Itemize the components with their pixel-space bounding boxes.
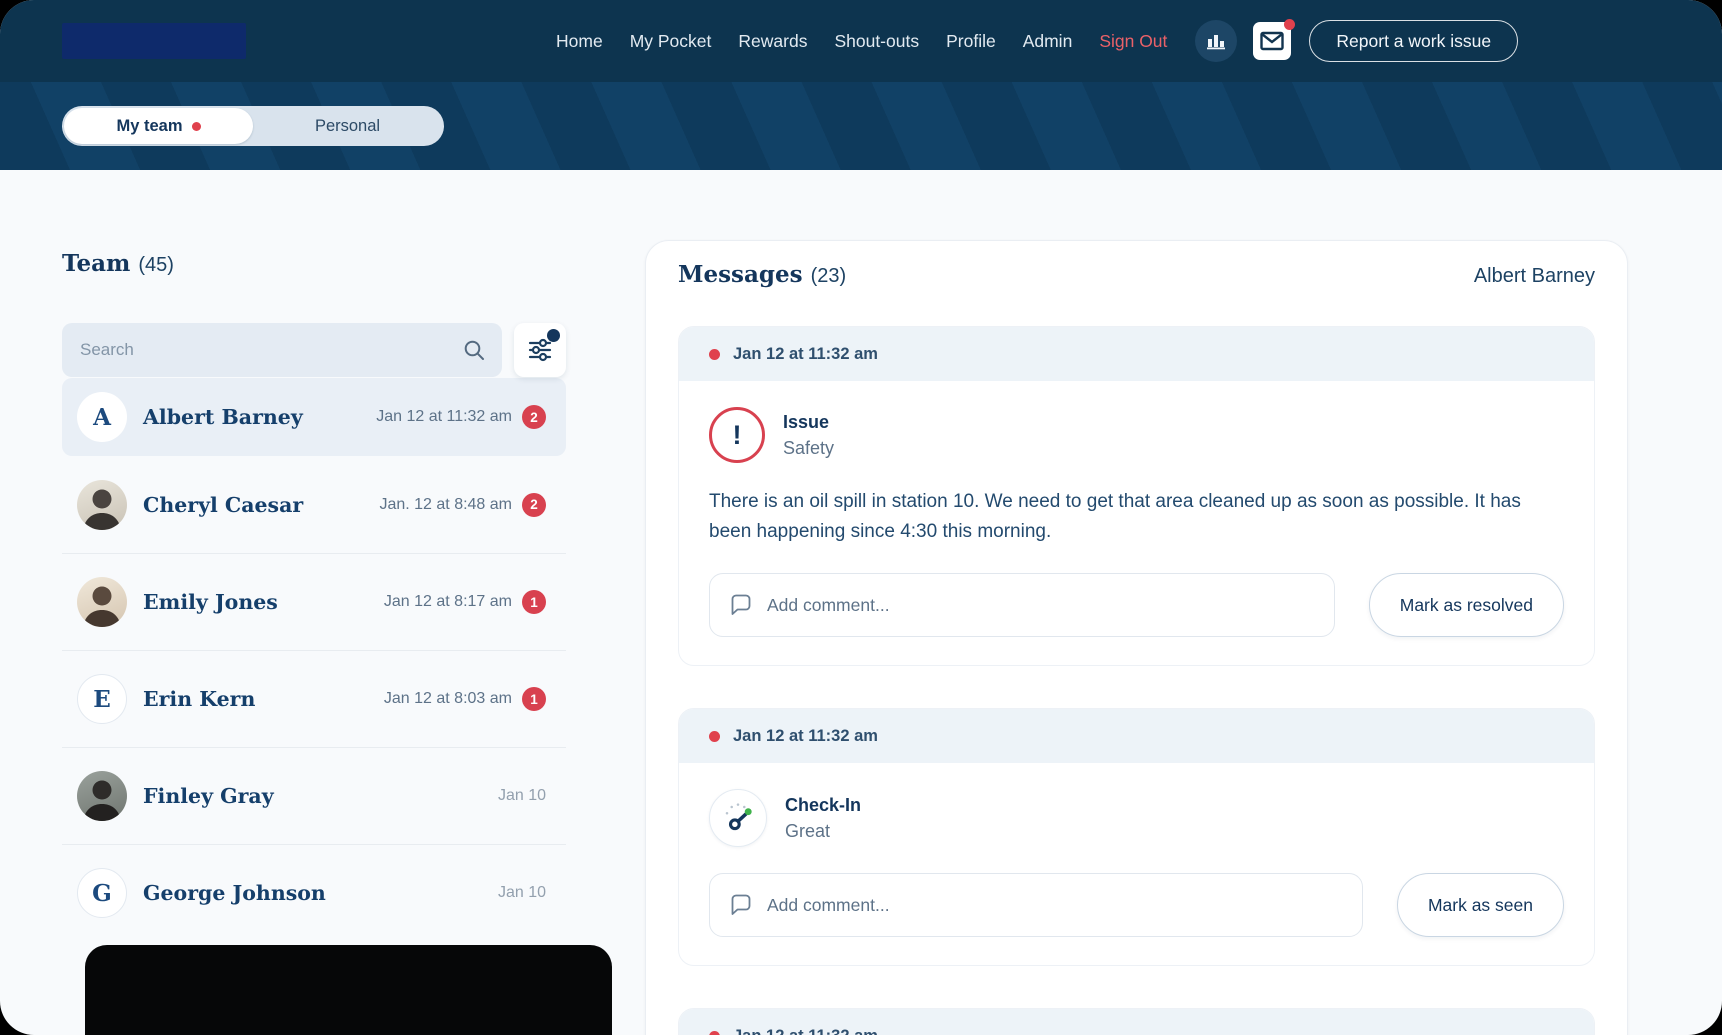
team-member-list: A Albert Barney Jan 12 at 11:32 am 2 Che… <box>62 378 566 941</box>
member-name: Finley Gray <box>143 784 274 808</box>
inbox-button[interactable] <box>1253 19 1296 60</box>
nav-admin[interactable]: Admin <box>1022 30 1073 51</box>
team-member-row-george[interactable]: G George Johnson Jan 10 <box>62 844 566 941</box>
message-timestamp-strip: Jan 12 at 11:32 am <box>679 709 1594 764</box>
search-icon <box>462 338 486 362</box>
comment-input-checkin[interactable] <box>767 894 1344 916</box>
filter-sliders-icon <box>527 337 553 363</box>
unread-count-badge: 1 <box>522 590 546 614</box>
mail-icon <box>1260 31 1285 51</box>
member-last-message-date: Jan 12 at 8:03 am <box>383 690 512 707</box>
team-member-row-albert[interactable]: A Albert Barney Jan 12 at 11:32 am 2 <box>62 378 566 456</box>
team-count: (45) <box>138 254 174 276</box>
member-name: Erin Kern <box>143 687 256 711</box>
team-title-label: Team <box>62 250 131 277</box>
tab-personal[interactable]: Personal <box>253 108 442 144</box>
avatar-photo <box>77 479 127 530</box>
team-search-row <box>62 323 566 377</box>
avatar-initial: E <box>77 674 127 724</box>
search-input[interactable] <box>80 340 462 360</box>
member-name: George Johnson <box>143 881 326 905</box>
message-card-issue: Jan 12 at 11:32 am ! Issue Safety There … <box>678 326 1595 667</box>
unread-count-badge: 2 <box>522 405 546 429</box>
message-timestamp: Jan 12 at 11:32 am <box>733 726 878 745</box>
stats-button[interactable] <box>1195 20 1238 62</box>
conversation-person-name: Albert Barney <box>1473 265 1595 287</box>
message-timestamp-strip: Jan 12 at 11:32 am <box>679 327 1594 381</box>
messages-count: (23) <box>810 265 847 287</box>
team-member-row-cheryl[interactable]: Cheryl Caesar Jan. 12 at 8:48 am 2 <box>62 456 566 553</box>
messages-header: Messages (23) Albert Barney <box>678 261 1595 288</box>
messages-panel: Messages (23) Albert Barney Jan 12 at 11… <box>645 240 1628 1035</box>
message-timestamp: Jan 12 at 11:32 am <box>733 1027 878 1035</box>
message-card-checkin: Jan 12 at 11:32 am <box>678 708 1595 967</box>
member-last-message-date: Jan 12 at 11:32 am <box>376 408 512 425</box>
scope-tabs: My team Personal <box>62 106 444 146</box>
comment-bubble-icon <box>728 592 754 618</box>
search-box <box>62 323 502 377</box>
cropped-black-panel <box>85 945 612 1035</box>
team-member-row-emily[interactable]: Emily Jones Jan 12 at 8:17 am 1 <box>62 553 566 650</box>
member-last-message-date: Jan 10 <box>497 787 546 804</box>
message-subtype: Great <box>785 820 831 841</box>
avatar-initial: G <box>77 868 127 918</box>
comment-box <box>709 573 1335 638</box>
bar-chart-icon <box>1205 30 1227 52</box>
nav-shout-outs[interactable]: Shout-outs <box>834 30 920 51</box>
team-panel: Team (45) <box>62 170 566 941</box>
hero-band: My team Personal <box>0 82 1722 170</box>
comment-bubble-icon <box>728 892 754 918</box>
avatar-photo <box>77 771 127 821</box>
comment-box <box>709 873 1363 938</box>
nav-rewards[interactable]: Rewards <box>738 30 808 51</box>
member-last-message-date: Jan. 12 at 8:48 am <box>379 495 512 513</box>
team-member-row-finley[interactable]: Finley Gray Jan 10 <box>62 747 566 844</box>
nav-links: Home My Pocket Rewards Shout-outs Profil… <box>556 31 1167 52</box>
team-member-row-erin[interactable]: E Erin Kern Jan 12 at 8:03 am 1 <box>62 650 566 747</box>
nav-home[interactable]: Home <box>556 30 603 51</box>
message-type: Check-In <box>785 794 862 815</box>
nav-profile[interactable]: Profile <box>946 30 996 51</box>
message-timestamp-strip: Jan 12 at 11:32 am <box>679 1009 1594 1035</box>
report-work-issue-button[interactable]: Report a work issue <box>1309 20 1519 62</box>
message-subtype: Safety <box>783 437 835 458</box>
member-name: Albert Barney <box>143 405 303 429</box>
checkin-gauge-icon <box>709 789 767 848</box>
brand-logo[interactable] <box>62 23 246 59</box>
tab-personal-label: Personal <box>314 116 381 135</box>
message-body: There is an oil spill in station 10. We … <box>709 491 1521 543</box>
filter-button[interactable] <box>514 323 566 377</box>
member-name: Cheryl Caesar <box>143 492 304 517</box>
content-area: Team (45) <box>0 170 1722 1035</box>
issue-alert-icon: ! <box>709 407 765 463</box>
member-last-message-date: Jan 12 at 8:17 am <box>383 593 512 610</box>
top-nav: Home My Pocket Rewards Shout-outs Profil… <box>0 0 1722 82</box>
avatar-photo <box>77 577 127 627</box>
nav-sign-out[interactable]: Sign Out <box>1099 30 1168 51</box>
message-type: Issue <box>783 411 830 432</box>
nav-my-pocket[interactable]: My Pocket <box>629 30 712 51</box>
mark-as-seen-button[interactable]: Mark as seen <box>1396 873 1564 938</box>
avatar-initial: A <box>77 392 127 442</box>
tab-my-team[interactable]: My team <box>64 108 253 144</box>
member-last-message-date: Jan 10 <box>497 884 546 901</box>
unread-dot <box>709 1030 720 1035</box>
tab-my-team-label: My team <box>116 116 183 135</box>
message-card-partial: Jan 12 at 11:32 am <box>678 1008 1595 1035</box>
unread-dot <box>709 730 720 742</box>
unread-mail-dot <box>1284 19 1296 30</box>
messages-title-label: Messages <box>678 261 803 288</box>
comment-input-issue[interactable] <box>767 594 1316 616</box>
unread-count-badge: 1 <box>522 687 546 711</box>
my-team-unread-dot <box>191 121 201 131</box>
team-title: Team (45) <box>62 250 566 277</box>
messages-title: Messages (23) <box>678 261 846 288</box>
member-name: Emily Jones <box>143 590 278 614</box>
unread-dot <box>709 348 720 360</box>
mark-as-resolved-button[interactable]: Mark as resolved <box>1368 573 1564 638</box>
unread-count-badge: 2 <box>522 492 546 517</box>
filter-notification-dot <box>547 329 560 342</box>
message-timestamp: Jan 12 at 11:32 am <box>733 344 878 363</box>
